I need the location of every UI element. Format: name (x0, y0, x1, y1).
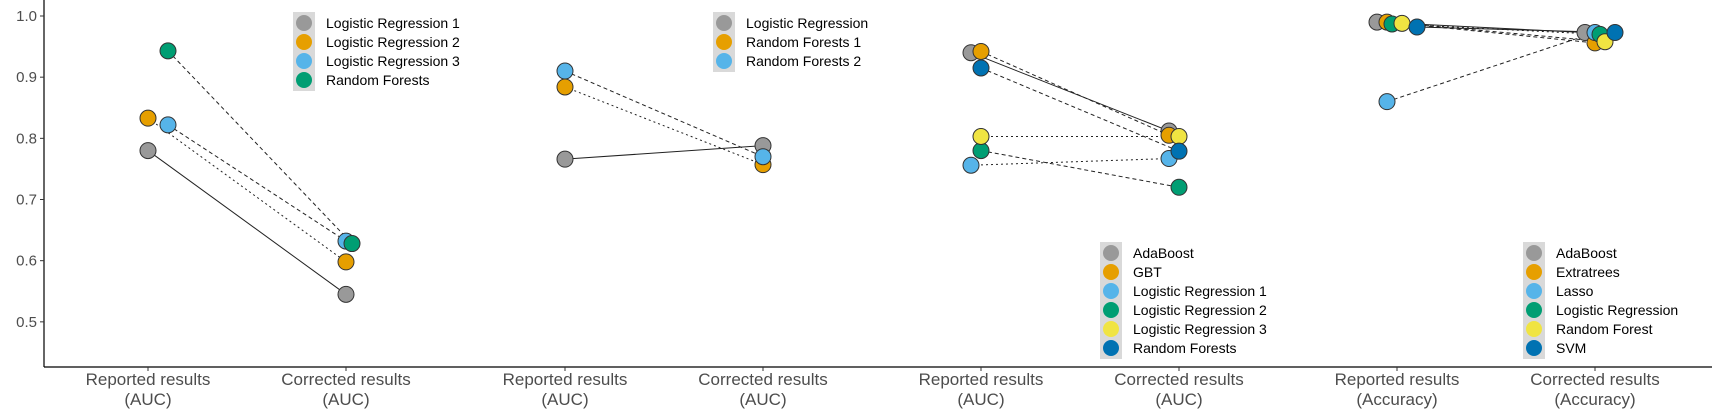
data-point (1170, 128, 1188, 146)
data-point (337, 253, 355, 271)
series-connector (147, 117, 347, 263)
data-point (343, 235, 361, 253)
data-point (139, 109, 157, 127)
legend-label: Logistic Regression 3 (326, 53, 460, 69)
legend-label: Logistic Regression 3 (1133, 321, 1267, 337)
y-tick-label: 0.7 (16, 192, 37, 209)
x-tick-label: (Accuracy) (1356, 390, 1437, 409)
legend-key (1526, 321, 1542, 337)
data-point (556, 62, 574, 80)
data-point (972, 42, 990, 60)
x-tick-label: (AUC) (957, 390, 1004, 409)
legend-label: SVM (1556, 340, 1586, 356)
data-point (159, 116, 177, 134)
series-connector (1386, 32, 1596, 103)
legend-key (1103, 321, 1119, 337)
series-connector (970, 52, 1170, 132)
legend-key (1103, 340, 1119, 356)
series-connector (564, 70, 764, 158)
x-tick-label: Corrected results (281, 370, 410, 389)
series-connector (167, 50, 353, 244)
series-connector (167, 124, 347, 242)
series-connector (980, 67, 1180, 152)
series-connector (564, 145, 764, 160)
legend-key (1526, 283, 1542, 299)
data-point (337, 285, 355, 303)
legend-key (1103, 245, 1119, 261)
series-connector (980, 150, 1180, 188)
series-connector (980, 51, 1170, 136)
data-point (972, 128, 990, 146)
data-point (972, 59, 990, 77)
legend-label: Lasso (1556, 283, 1594, 299)
x-tick-label: (AUC) (322, 390, 369, 409)
legend-key (1103, 283, 1119, 299)
legend-key (296, 72, 312, 88)
x-tick-label: Reported results (1335, 370, 1460, 389)
legend-label: Extratrees (1556, 264, 1620, 280)
x-tick-label: (AUC) (124, 390, 171, 409)
y-tick-label: 0.9 (16, 69, 37, 86)
x-tick-label: (AUC) (541, 390, 588, 409)
x-tick-label: Corrected results (1530, 370, 1659, 389)
data-point (159, 42, 177, 60)
legend-key (716, 15, 732, 31)
legend-label: Random Forests 2 (746, 53, 861, 69)
legend-label: Logistic Regression 2 (326, 34, 460, 50)
legend-label: Random Forests (1133, 340, 1236, 356)
x-tick-label: (AUC) (1155, 390, 1202, 409)
legend-label: AdaBoost (1556, 245, 1617, 261)
legend-key (296, 53, 312, 69)
x-tick-label: Reported results (86, 370, 211, 389)
series-connector (1401, 22, 1606, 43)
legend-label: GBT (1133, 264, 1162, 280)
x-tick-label: Reported results (919, 370, 1044, 389)
data-point (556, 78, 574, 96)
legend-label: Logistic Regression (1556, 302, 1678, 318)
data-point (139, 142, 157, 160)
data-point (962, 156, 980, 174)
legend-label: Logistic Regression 2 (1133, 302, 1267, 318)
series-connector (970, 158, 1170, 166)
legend-label: AdaBoost (1133, 245, 1194, 261)
legend-label: Random Forest (1556, 321, 1653, 337)
y-tick-label: 0.5 (16, 314, 37, 331)
data-point (1606, 24, 1624, 42)
data-point (556, 150, 574, 168)
x-tick-label: (AUC) (739, 390, 786, 409)
x-tick-label: Corrected results (1114, 370, 1243, 389)
legend-key (716, 53, 732, 69)
data-point (1378, 93, 1396, 111)
x-tick-label: Reported results (503, 370, 628, 389)
series-connector (564, 86, 764, 166)
legend-key (1526, 264, 1542, 280)
y-tick-label: 1.0 (16, 8, 37, 25)
x-tick-label: Corrected results (698, 370, 827, 389)
legend-label: Logistic Regression 1 (1133, 283, 1267, 299)
legend-label: Random Forests (326, 72, 429, 88)
legend-label: Random Forests 1 (746, 34, 861, 50)
data-point (754, 148, 772, 166)
data-point (1393, 14, 1411, 32)
y-tick-label: 0.8 (16, 130, 37, 147)
series-connector (147, 150, 347, 295)
legend-key (296, 34, 312, 50)
y-tick-label: 0.6 (16, 253, 37, 270)
data-point (1170, 142, 1188, 160)
legend-key (1103, 264, 1119, 280)
legend-key (716, 34, 732, 50)
legend-label: Logistic Regression 1 (326, 15, 460, 31)
legend-key (1526, 302, 1542, 318)
data-point (1408, 18, 1426, 36)
legend-label: Logistic Regression (746, 15, 868, 31)
legend-key (296, 15, 312, 31)
legend-key (1526, 340, 1542, 356)
legend-key (1103, 302, 1119, 318)
legend-key-background (293, 12, 315, 91)
data-point (1170, 178, 1188, 196)
legend-key (1526, 245, 1542, 261)
x-tick-label: (Accuracy) (1554, 390, 1635, 409)
